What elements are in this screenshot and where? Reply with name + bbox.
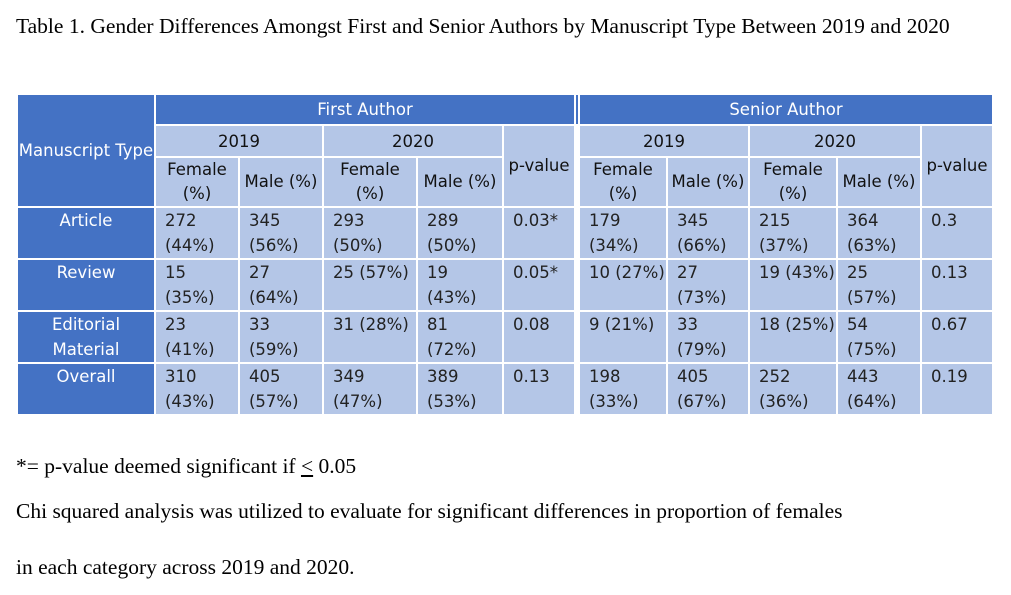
cell-first-2019-female: 23 (41%) <box>154 310 240 364</box>
column-gap <box>574 310 580 364</box>
cell-first-2019-male: 27 (64%) <box>238 258 324 312</box>
cell-senior-2019-male: 405 (67%) <box>666 362 750 416</box>
cell-first-2020-male: 289 (50%) <box>416 206 504 260</box>
column-gap <box>574 124 580 208</box>
table-caption: Table 1. Gender Differences Amongst Firs… <box>16 14 950 38</box>
header-senior-pvalue: p-value <box>920 124 994 208</box>
header-male: Male (%) <box>836 156 922 208</box>
cell-senior-2019-female: 9 (21%) <box>578 310 668 364</box>
cell-senior-2020-male: 443 (64%) <box>836 362 922 416</box>
column-gap <box>574 258 580 312</box>
cell-first-2019-female: 15 (35%) <box>154 258 240 312</box>
row-label: Editorial Material <box>16 310 156 364</box>
header-senior-2020: 2020 <box>748 124 922 158</box>
header-senior-author: Senior Author <box>578 93 994 126</box>
cell-senior-pvalue: 0.13 <box>920 258 994 312</box>
cell-senior-2019-female: 179 (34%) <box>578 206 668 260</box>
header-first-pvalue: p-value <box>502 124 576 208</box>
header-senior-2019: 2019 <box>578 124 750 158</box>
header-female: Female (%) <box>578 156 668 208</box>
cell-senior-2019-male: 33 (79%) <box>666 310 750 364</box>
column-gap <box>574 206 580 260</box>
cell-first-2020-male: 81 (72%) <box>416 310 504 364</box>
table-row: Overall 310 (43%) 405 (57%) 349 (47%) 38… <box>16 362 994 416</box>
header-female: Female (%) <box>748 156 838 208</box>
header-female: Female (%) <box>154 156 240 208</box>
table-row: Review 15 (35%) 27 (64%) 25 (57%) 19 (43… <box>16 258 994 312</box>
results-table: Manuscript Type First Author Senior Auth… <box>16 93 994 416</box>
cell-senior-2020-female: 19 (43%) <box>748 258 838 312</box>
cell-senior-2019-male: 345 (66%) <box>666 206 750 260</box>
cell-first-2019-male: 405 (57%) <box>238 362 324 416</box>
cell-senior-2020-female: 252 (36%) <box>748 362 838 416</box>
cell-senior-pvalue: 0.19 <box>920 362 994 416</box>
row-label: Article <box>16 206 156 260</box>
header-first-2020: 2020 <box>322 124 504 158</box>
cell-first-2019-female: 310 (43%) <box>154 362 240 416</box>
cell-first-pvalue: 0.05* <box>502 258 576 312</box>
less-or-equal-symbol: < <box>300 454 314 478</box>
header-male: Male (%) <box>666 156 750 208</box>
cell-first-2019-male: 345 (56%) <box>238 206 324 260</box>
row-label: Overall <box>16 362 156 416</box>
cell-senior-pvalue: 0.3 <box>920 206 994 260</box>
significance-prefix: *= p-value deemed significant if <box>16 454 301 478</box>
header-first-2019: 2019 <box>154 124 324 158</box>
header-male: Male (%) <box>238 156 324 208</box>
cell-first-2020-male: 19 (43%) <box>416 258 504 312</box>
header-manuscript-type: Manuscript Type <box>16 93 156 208</box>
header-female: Female (%) <box>322 156 418 208</box>
table-row: Article 272 (44%) 345 (56%) 293 (50%) 28… <box>16 206 994 260</box>
cell-first-2020-female: 293 (50%) <box>322 206 418 260</box>
cell-senior-2020-male: 54 (75%) <box>836 310 922 364</box>
header-divider <box>574 93 580 126</box>
method-note-line-2: in each category across 2019 and 2020. <box>16 555 355 579</box>
cell-first-2020-female: 31 (28%) <box>322 310 418 364</box>
header-first-author: First Author <box>154 93 576 126</box>
cell-first-2020-female: 349 (47%) <box>322 362 418 416</box>
cell-senior-2020-female: 18 (25%) <box>748 310 838 364</box>
cell-senior-2019-female: 198 (33%) <box>578 362 668 416</box>
row-label: Review <box>16 258 156 312</box>
cell-first-2019-female: 272 (44%) <box>154 206 240 260</box>
cell-senior-2019-female: 10 (27%) <box>578 258 668 312</box>
cell-senior-2020-female: 215 (37%) <box>748 206 838 260</box>
header-male: Male (%) <box>416 156 504 208</box>
cell-senior-2020-male: 25 (57%) <box>836 258 922 312</box>
table-row: Editorial Material 23 (41%) 33 (59%) 31 … <box>16 310 994 364</box>
significance-note: *= p-value deemed significant if < 0.05 <box>16 454 996 479</box>
cell-first-2020-female: 25 (57%) <box>322 258 418 312</box>
cell-first-pvalue: 0.08 <box>502 310 576 364</box>
cell-first-pvalue: 0.13 <box>502 362 576 416</box>
cell-senior-pvalue: 0.67 <box>920 310 994 364</box>
cell-first-pvalue: 0.03* <box>502 206 576 260</box>
cell-first-2020-male: 389 (53%) <box>416 362 504 416</box>
cell-first-2019-male: 33 (59%) <box>238 310 324 364</box>
significance-threshold: 0.05 <box>313 454 357 478</box>
column-gap <box>574 362 580 416</box>
method-note-line-1: Chi squared analysis was utilized to eva… <box>16 499 843 523</box>
cell-senior-2019-male: 27 (73%) <box>666 258 750 312</box>
cell-senior-2020-male: 364 (63%) <box>836 206 922 260</box>
